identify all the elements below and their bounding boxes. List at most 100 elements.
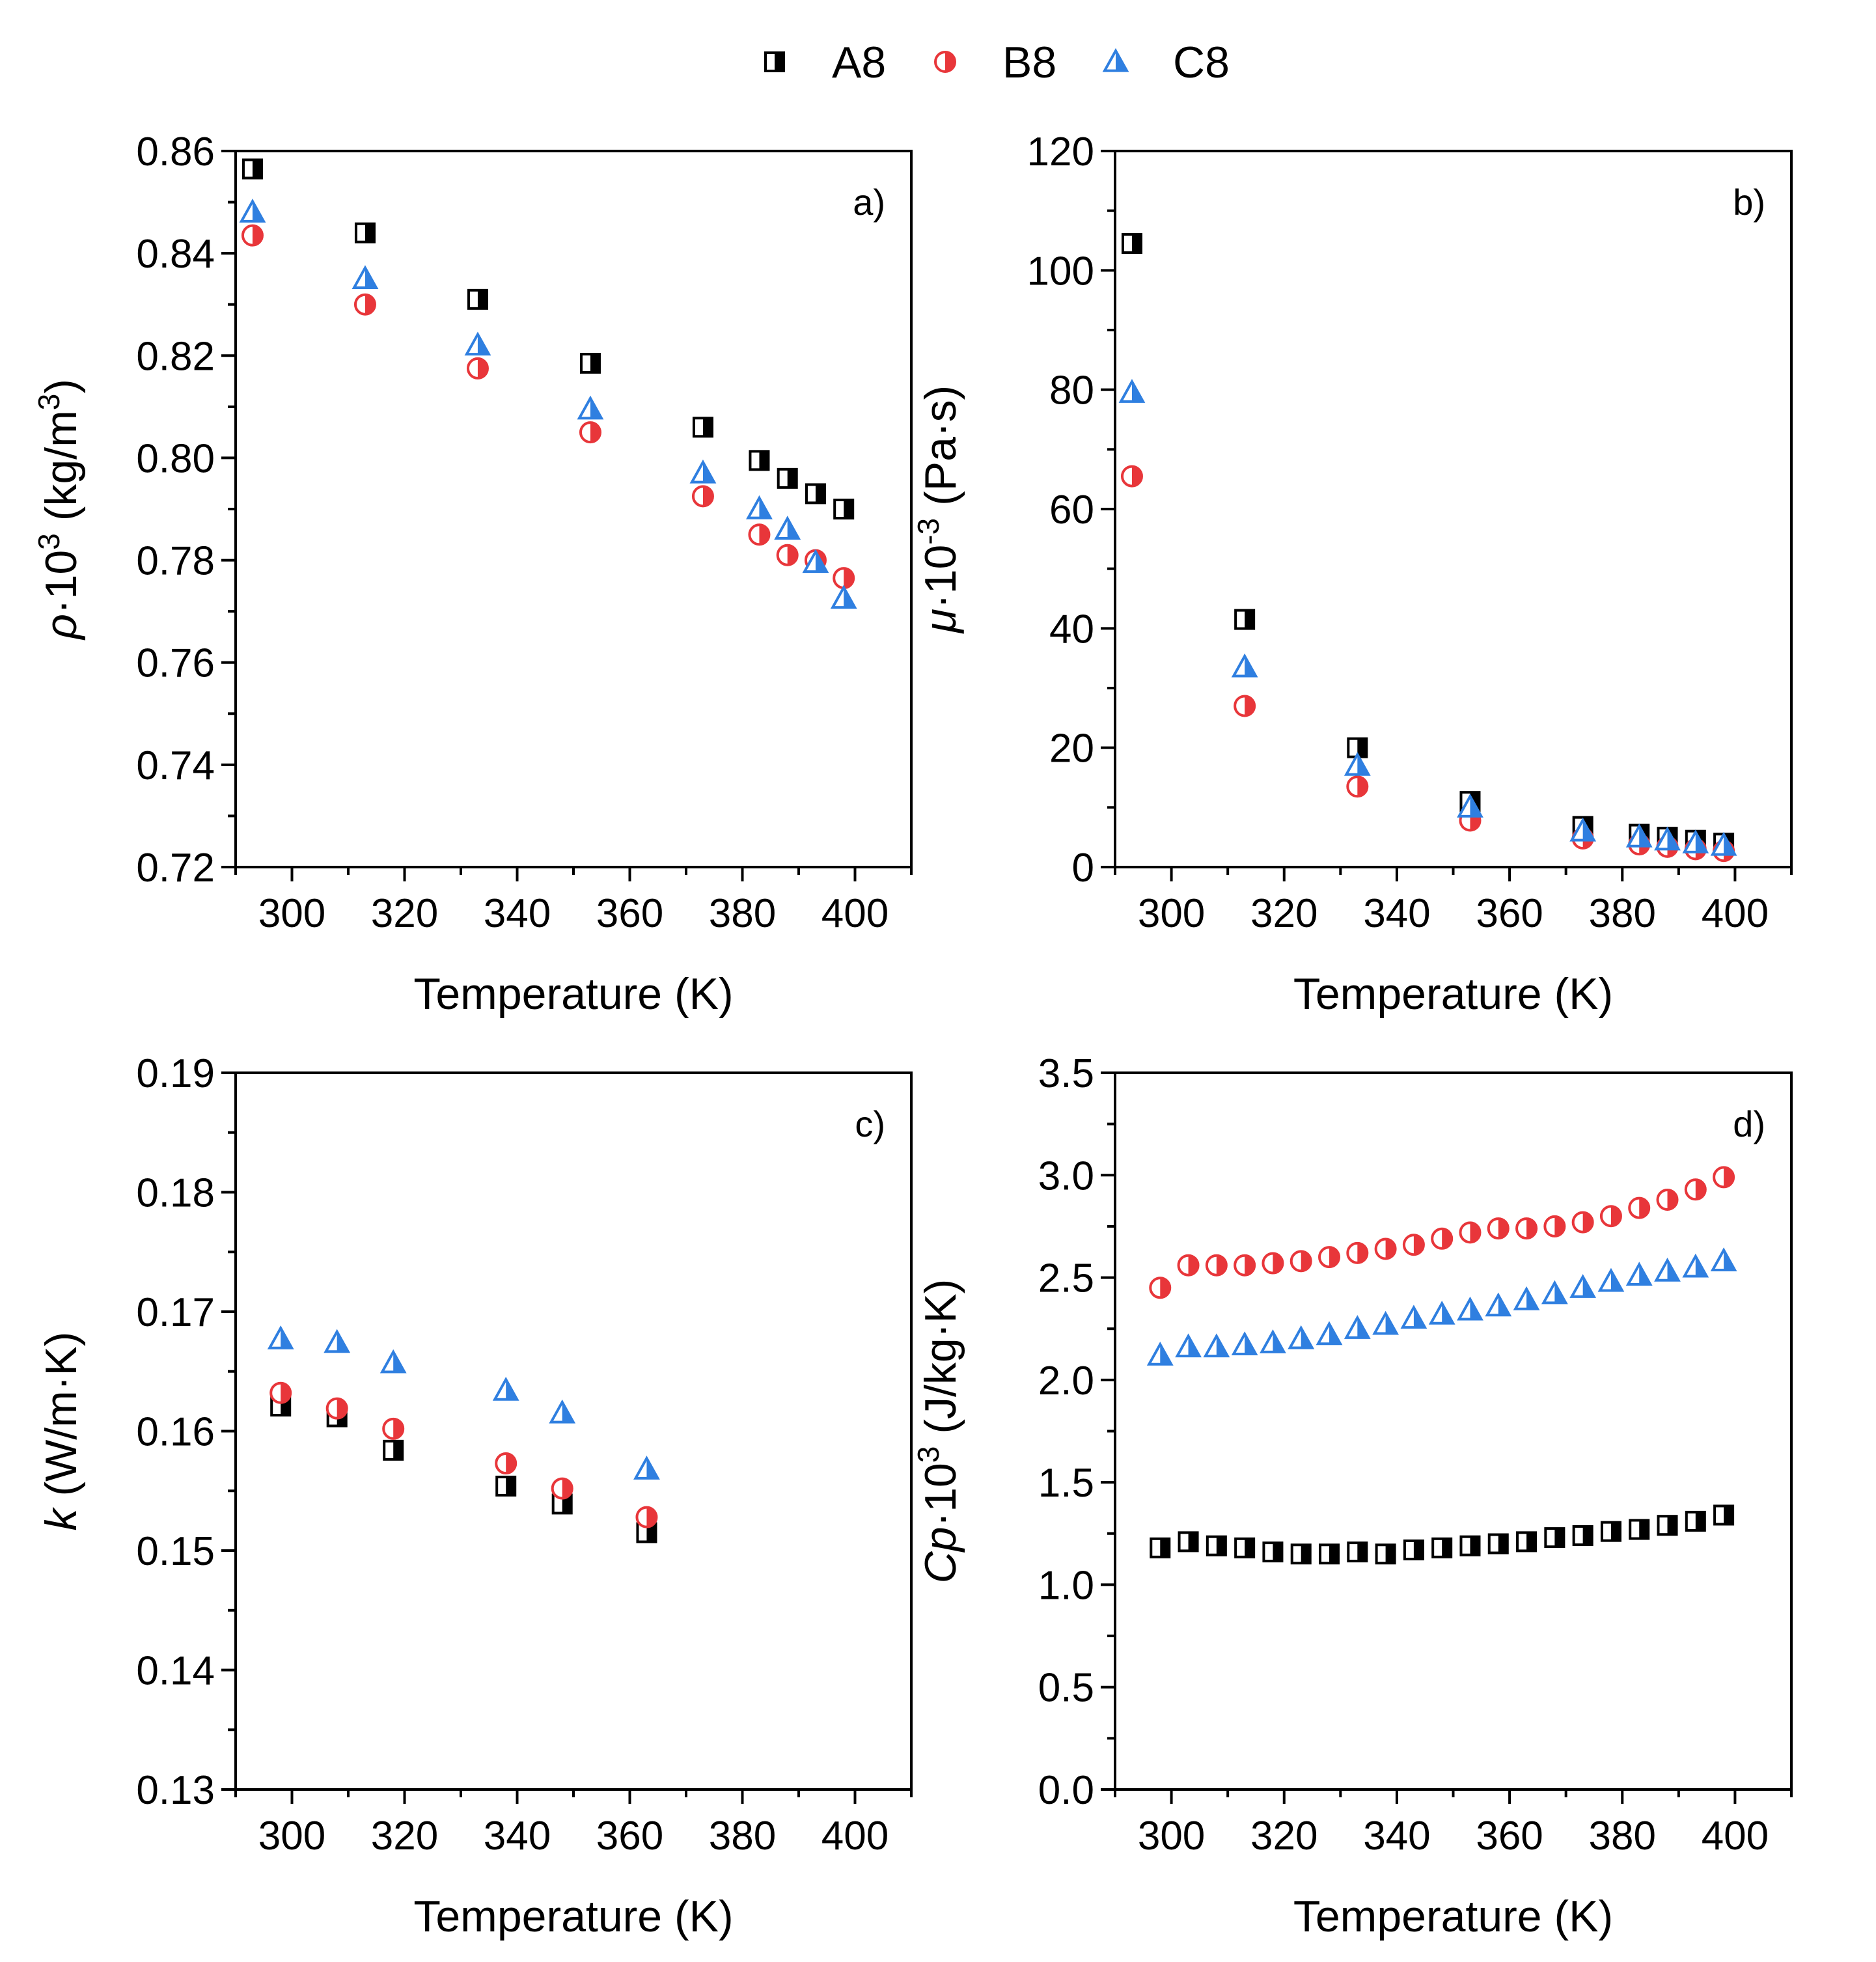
x-tick-label: 300 (1138, 1814, 1205, 1858)
data-point-a8 (1403, 1539, 1424, 1560)
data-point-c8 (1710, 831, 1737, 856)
data-point-b8 (1205, 1254, 1228, 1277)
data-point-a8 (1375, 1543, 1396, 1565)
data-point-b8 (776, 544, 799, 566)
data-point-b8 (1234, 695, 1256, 717)
x-tick-label: 380 (709, 891, 776, 936)
data-point-c8 (1597, 1267, 1625, 1292)
panel-label: d) (1733, 1103, 1765, 1144)
series-a8 (270, 1395, 657, 1543)
data-point-c8 (1654, 826, 1681, 851)
y-axis-title: k (W/m·K) (36, 1332, 86, 1531)
y-tick-label: 3.0 (1038, 1154, 1094, 1198)
data-point-a8 (1713, 1504, 1735, 1526)
series-a8 (1150, 1504, 1735, 1565)
panel-d-heat-capacity: 300 320 340 360 380 400 0.0 0.5 1.0 1.5 2.0 2.5 3.0 3… (911, 1051, 1793, 1941)
data-point-a8 (495, 1475, 517, 1497)
data-point-b8 (1346, 775, 1369, 798)
data-point-b8 (1515, 1217, 1538, 1240)
y-tick-label: 1.5 (1038, 1461, 1094, 1506)
x-tick-label: 340 (1363, 891, 1430, 936)
data-point-c8 (1625, 823, 1653, 848)
data-point-b8 (1234, 1254, 1256, 1277)
y-tick-label: 0.17 (136, 1290, 215, 1335)
data-point-c8 (1344, 752, 1371, 776)
data-point-b8 (1543, 1215, 1566, 1237)
data-point-a8 (1290, 1543, 1312, 1565)
x-tick-label: 380 (1589, 1814, 1656, 1858)
data-point-b8 (1459, 1221, 1482, 1244)
data-point-a8 (1629, 1519, 1650, 1540)
data-point-b8 (748, 523, 771, 546)
data-point-a8 (1206, 1535, 1227, 1556)
series-b8 (241, 224, 855, 590)
data-point-b8 (353, 293, 376, 316)
data-point-c8 (746, 495, 773, 519)
data-point-b8 (1346, 1241, 1369, 1264)
y-tick-label: 0.84 (136, 232, 215, 277)
data-point-c8 (1260, 1329, 1286, 1353)
legend-item-c8: C8 (1102, 38, 1230, 87)
series-c8 (239, 199, 857, 609)
x-tick-label: 360 (596, 891, 663, 936)
y-axis-title-symbol: μ (916, 609, 965, 634)
plot-frame (234, 1071, 913, 1791)
y-tick-label: 60 (1049, 488, 1094, 532)
y-tick-label: 1.0 (1038, 1563, 1094, 1608)
y-tick-label: 0.14 (136, 1649, 215, 1694)
y-tick-label: 0.16 (136, 1410, 215, 1455)
y-axis-title-symbol: ρ (36, 614, 86, 641)
data-point-c8 (492, 1376, 519, 1401)
y-axis-title-exp: 3 (911, 1446, 945, 1463)
y-tick-label: 0.5 (1038, 1666, 1094, 1711)
data-point-a8 (1685, 1510, 1706, 1532)
legend-label-b8: B8 (1002, 38, 1056, 87)
y-tick-label: 100 (1027, 249, 1094, 294)
data-point-c8 (1428, 1301, 1455, 1325)
x-tick-label: 360 (1476, 891, 1543, 936)
panel-b-viscosity: 300 320 340 360 380 400 0 20 40 60 80 100 120 Tempera… (911, 130, 1793, 1019)
data-point-a8 (1347, 1541, 1368, 1563)
data-point-b8 (551, 1477, 573, 1500)
legend-marker-a8 (764, 51, 785, 72)
y-axis-title-dot: ·10 (916, 1463, 965, 1527)
data-point-c8 (830, 585, 857, 609)
data-point-c8 (774, 516, 801, 540)
data-point-b8 (1684, 1178, 1707, 1201)
data-point-a8 (1459, 1535, 1481, 1556)
legend: A8 B8 C8 (764, 38, 1230, 87)
y-tick-label: 3.5 (1038, 1051, 1094, 1096)
x-tick-label: 320 (1250, 1814, 1317, 1858)
data-point-b8 (1431, 1227, 1454, 1250)
data-point-c8 (239, 199, 266, 223)
series-a8 (241, 158, 855, 519)
data-point-b8 (1149, 1277, 1172, 1299)
data-point-c8 (549, 1399, 576, 1424)
y-axis-title: ρ·103 (kg/m3) (32, 379, 86, 641)
data-point-c8 (1541, 1280, 1568, 1305)
data-point-c8 (1175, 1333, 1202, 1358)
series-b8 (1120, 465, 1735, 863)
series-b8 (269, 1381, 658, 1528)
data-point-c8 (802, 549, 829, 573)
y-tick-label: 40 (1049, 607, 1094, 652)
data-point-c8 (1231, 1331, 1258, 1355)
data-point-c8 (1372, 1310, 1399, 1335)
data-point-c8 (1625, 1262, 1653, 1286)
legend-item-b8: B8 (934, 38, 1056, 87)
data-point-c8 (1710, 1247, 1737, 1272)
data-point-c8 (379, 1349, 407, 1374)
data-point-c8 (1118, 379, 1146, 403)
y-axis-title-symbol: Cp (916, 1527, 965, 1583)
data-point-c8 (1682, 1253, 1709, 1278)
y-axis-title-dot: ·10 (36, 550, 86, 614)
data-point-c8 (267, 1325, 294, 1349)
data-point-b8 (1599, 1205, 1622, 1228)
y-axis-title: Cp·103 (J/kg·K) (911, 1279, 965, 1584)
x-tick-label: 400 (1702, 1814, 1769, 1858)
panel-label: b) (1733, 182, 1765, 223)
y-tick-label: 0.80 (136, 436, 215, 481)
y-axis-title-dot: ·10 (916, 545, 965, 609)
data-point-a8 (1319, 1543, 1340, 1565)
